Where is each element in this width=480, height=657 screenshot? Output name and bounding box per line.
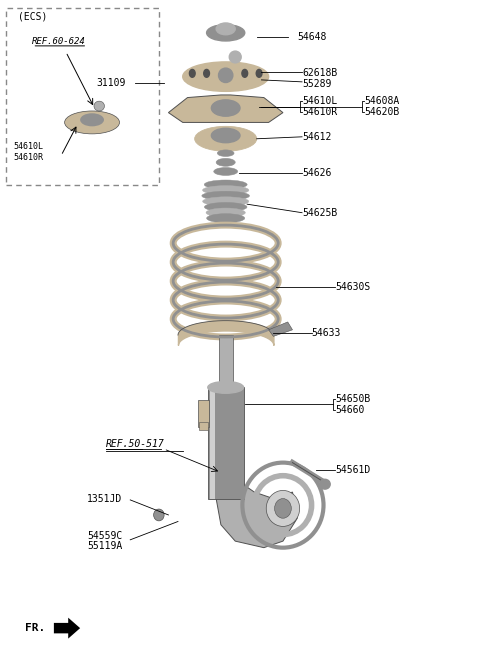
Text: 54610L: 54610L <box>13 142 43 150</box>
Text: 54625B: 54625B <box>302 208 337 217</box>
Ellipse shape <box>216 158 235 166</box>
Ellipse shape <box>154 509 164 521</box>
Text: 54610R: 54610R <box>13 152 43 162</box>
Text: 54610R: 54610R <box>302 107 337 117</box>
Ellipse shape <box>211 100 240 116</box>
Text: 54660: 54660 <box>336 405 365 415</box>
Text: 54620B: 54620B <box>364 107 399 117</box>
Text: 54559C: 54559C <box>87 531 122 541</box>
Text: 54626: 54626 <box>302 168 331 179</box>
Ellipse shape <box>203 197 249 206</box>
Ellipse shape <box>206 208 245 217</box>
Text: 54633: 54633 <box>312 328 341 338</box>
Ellipse shape <box>80 113 104 126</box>
Ellipse shape <box>229 51 241 63</box>
Text: FR.: FR. <box>25 623 46 633</box>
Ellipse shape <box>190 70 195 78</box>
Ellipse shape <box>65 111 120 134</box>
Ellipse shape <box>195 126 257 151</box>
Bar <box>218 335 233 407</box>
Ellipse shape <box>204 180 247 189</box>
Polygon shape <box>168 95 283 122</box>
Ellipse shape <box>216 23 235 35</box>
Text: 31109: 31109 <box>97 78 126 87</box>
Bar <box>198 401 209 426</box>
Polygon shape <box>216 479 297 548</box>
Text: REF.60-624: REF.60-624 <box>33 37 86 46</box>
Text: 62618B: 62618B <box>302 68 337 78</box>
Ellipse shape <box>203 185 249 194</box>
Text: 54648: 54648 <box>297 32 327 42</box>
Ellipse shape <box>211 128 240 143</box>
Text: 54612: 54612 <box>302 132 331 142</box>
Text: 55289: 55289 <box>302 79 331 89</box>
Ellipse shape <box>218 68 233 83</box>
Ellipse shape <box>183 62 269 91</box>
Ellipse shape <box>242 70 248 78</box>
Ellipse shape <box>266 490 300 526</box>
Ellipse shape <box>275 499 291 518</box>
Text: REF.50-517: REF.50-517 <box>107 440 165 449</box>
Text: 54561D: 54561D <box>336 465 371 476</box>
Ellipse shape <box>204 70 209 78</box>
Ellipse shape <box>320 480 330 489</box>
Text: 54610L: 54610L <box>302 97 337 106</box>
Polygon shape <box>269 322 292 336</box>
Text: 1351JD: 1351JD <box>87 493 122 504</box>
Polygon shape <box>54 618 80 639</box>
Bar <box>210 388 215 499</box>
Ellipse shape <box>214 168 238 175</box>
Ellipse shape <box>206 214 245 223</box>
Bar <box>208 388 243 499</box>
Ellipse shape <box>256 70 262 78</box>
Ellipse shape <box>94 101 105 111</box>
Ellipse shape <box>202 191 250 200</box>
Text: 55119A: 55119A <box>87 541 122 551</box>
Ellipse shape <box>206 24 245 41</box>
Ellipse shape <box>208 382 243 394</box>
Ellipse shape <box>217 150 234 156</box>
Bar <box>199 422 208 430</box>
Text: (ECS): (ECS) <box>18 12 48 22</box>
Text: 54650B: 54650B <box>336 394 371 404</box>
Ellipse shape <box>204 202 247 212</box>
Text: 54608A: 54608A <box>364 97 399 106</box>
Text: 54630S: 54630S <box>336 283 371 292</box>
